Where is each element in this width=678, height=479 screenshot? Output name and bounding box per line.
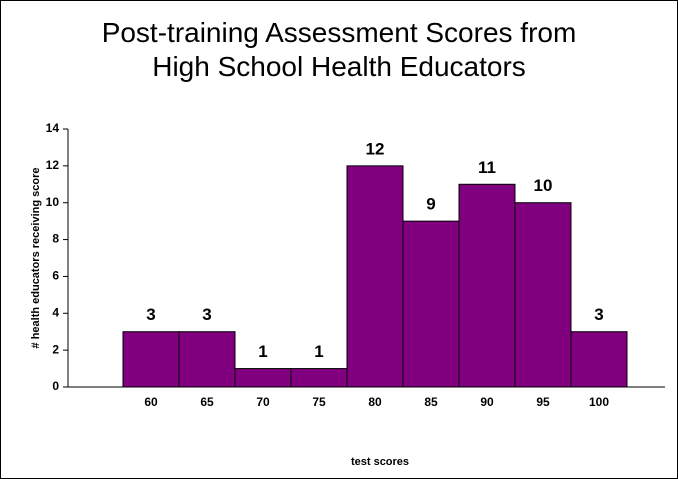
data-label: 1	[314, 342, 323, 361]
x-tick-label: 65	[200, 395, 214, 409]
x-tick-label: 90	[480, 395, 494, 409]
data-label: 1	[258, 342, 267, 361]
data-label: 3	[202, 305, 211, 324]
x-tick-label: 80	[368, 395, 382, 409]
x-tick-label: 70	[256, 395, 270, 409]
bar	[178, 331, 236, 388]
bar	[458, 183, 516, 388]
bar	[290, 368, 348, 388]
data-label: 11	[478, 158, 496, 177]
y-tick-label: 14	[46, 121, 60, 135]
data-label: 12	[366, 139, 385, 158]
data-label: 10	[534, 176, 553, 195]
y-tick-label: 0	[52, 379, 59, 393]
chart-title: Post-training Assessment Scores from Hig…	[101, 17, 577, 82]
bar	[570, 331, 628, 388]
bar	[234, 368, 292, 388]
y-tick-label: 2	[52, 342, 59, 356]
y-tick-label: 10	[46, 195, 60, 209]
bar	[514, 202, 572, 388]
x-tick-label: 100	[589, 395, 609, 409]
x-tick-label: 85	[424, 395, 438, 409]
data-label: 9	[426, 195, 435, 214]
x-tick-label: 75	[312, 395, 326, 409]
bar	[122, 331, 180, 388]
x-tick-label: 95	[536, 395, 550, 409]
x-axis-label: test scores	[351, 456, 409, 468]
y-axis-label: # health educators receiving score	[30, 168, 42, 349]
x-tick-label: 60	[144, 395, 158, 409]
y-tick-label: 6	[52, 269, 59, 283]
y-tick-label: 12	[46, 158, 60, 172]
y-tick-label: 8	[52, 232, 59, 246]
bar	[402, 220, 460, 388]
y-tick-label: 4	[52, 305, 59, 319]
bar	[346, 165, 404, 388]
data-label: 3	[594, 305, 603, 324]
data-label: 3	[146, 305, 155, 324]
